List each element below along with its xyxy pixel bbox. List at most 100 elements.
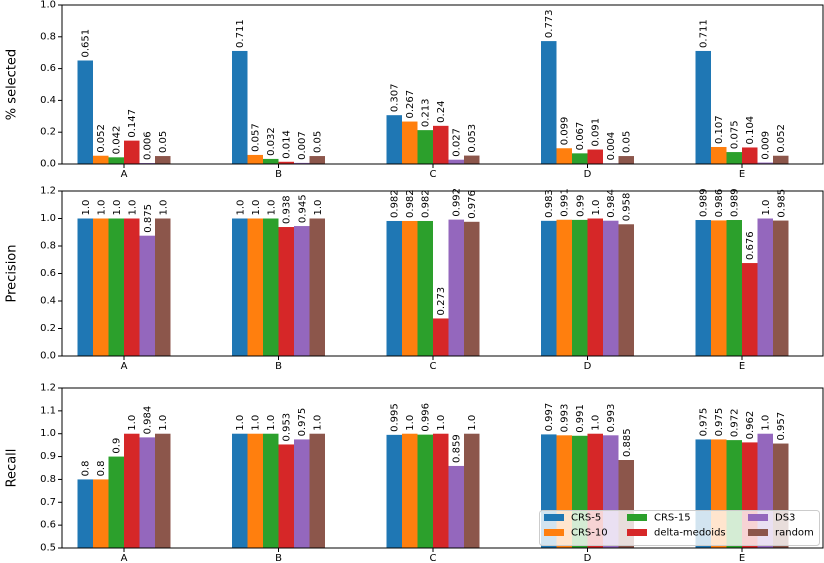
subplot-1: Precision 0.0 0.2 0.4 0.6 0.8 1.0 1.2 1.0 1.0 1.0 1… xyxy=(5,186,824,372)
data-label: 0.032 xyxy=(266,127,277,156)
x-tick-label: A xyxy=(121,169,128,180)
data-label: 0.972 xyxy=(730,408,741,437)
data-label: 0.945 xyxy=(297,194,308,223)
bar-CRS-15-E xyxy=(726,152,742,164)
data-label: 1.0 xyxy=(127,200,138,216)
bar-CRS-5-A xyxy=(77,479,93,548)
x-tick-label: B xyxy=(275,361,282,372)
bar-random-A xyxy=(155,218,171,356)
bar-CRS-10-E xyxy=(711,220,727,356)
data-label: 0.995 xyxy=(390,403,401,432)
bar-delta-medoids-E xyxy=(742,147,758,164)
data-label: 1.0 xyxy=(591,415,602,431)
data-label: 0.989 xyxy=(730,188,741,217)
data-label: 0.9 xyxy=(112,438,123,454)
bar-random-A xyxy=(155,433,171,548)
bar-CRS-15-C xyxy=(417,434,433,548)
data-label: 0.8 xyxy=(81,461,92,477)
x-tick-label: E xyxy=(739,553,745,563)
data-label: 0.984 xyxy=(606,189,617,218)
data-label: 0.982 xyxy=(421,189,432,218)
data-label: 1.0 xyxy=(235,200,246,216)
y-axis-label: Recall xyxy=(5,449,20,488)
bar-CRS-15-D xyxy=(572,219,588,356)
y-tick-label: 0.0 xyxy=(40,159,56,170)
data-label: 0.953 xyxy=(282,413,293,442)
bar-delta-medoids-A xyxy=(124,218,140,356)
data-label: 0.975 xyxy=(699,408,710,437)
data-label: 0.267 xyxy=(405,90,416,119)
x-tick-label: C xyxy=(430,169,437,180)
legend-swatch-DS3 xyxy=(748,514,768,521)
y-tick-label: 0.4 xyxy=(40,95,56,106)
axes-frame xyxy=(61,4,824,165)
data-label: 0.027 xyxy=(452,128,463,157)
data-label: 0.104 xyxy=(745,116,756,145)
y-tick-label: 1.2 xyxy=(40,383,56,394)
bar-delta-medoids-C xyxy=(433,318,449,356)
y-tick-label: 0.6 xyxy=(40,520,56,531)
bar-CRS-10-A xyxy=(93,218,109,356)
data-label: 0.213 xyxy=(421,98,432,127)
bar-CRS-15-D xyxy=(572,153,588,164)
data-label: 0.875 xyxy=(143,204,154,233)
bar-random-C xyxy=(464,221,480,356)
bar-CRS-5-B xyxy=(232,433,248,548)
bar-CRS-5-A xyxy=(77,218,93,356)
x-tick-label: D xyxy=(584,553,592,563)
bar-delta-medoids-C xyxy=(433,433,449,548)
data-label: 0.273 xyxy=(436,287,447,316)
bar-delta-medoids-A xyxy=(124,433,140,548)
bar-CRS-5-C xyxy=(386,115,402,164)
axes-frame xyxy=(61,190,824,357)
bar-CRS-5-B xyxy=(232,218,248,356)
data-label: 0.997 xyxy=(544,403,555,432)
data-label: 0.993 xyxy=(606,404,617,433)
data-label: 0.711 xyxy=(699,19,710,48)
data-label: 1.0 xyxy=(251,415,262,431)
x-tick-label: C xyxy=(430,361,437,372)
bar-delta-medoids-B xyxy=(278,161,294,164)
y-tick-label: 1.0 xyxy=(40,428,56,439)
x-tick-label: E xyxy=(739,169,745,180)
y-tick-label: 0.2 xyxy=(40,323,56,334)
data-label: 0.962 xyxy=(745,411,756,440)
bar-CRS-10-A xyxy=(93,479,109,548)
subplot-0: % selected 0.0 0.2 0.4 0.6 0.8 1.0 0.651 0.052 0.… xyxy=(5,0,824,180)
bar-random-B xyxy=(309,433,325,548)
bar-CRS-15-B xyxy=(263,218,279,356)
bar-CRS-10-B xyxy=(247,218,263,356)
data-label: 0.983 xyxy=(544,189,555,218)
bar-DS3-A xyxy=(139,437,155,548)
data-label: 0.859 xyxy=(452,434,463,463)
bar-DS3-C xyxy=(448,159,464,164)
data-label: 1.0 xyxy=(266,415,277,431)
bar-CRS-15-B xyxy=(263,433,279,548)
data-label: 0.676 xyxy=(745,231,756,260)
bar-CRS-10-B xyxy=(247,433,263,548)
bar-DS3-A xyxy=(139,235,155,356)
bar-CRS-10-D xyxy=(556,219,572,356)
y-tick-label: 0.8 xyxy=(40,241,56,252)
bar-random-D xyxy=(618,156,634,164)
legend-label: CRS-5 xyxy=(571,513,601,524)
data-label: 0.004 xyxy=(606,132,617,161)
x-tick-label: A xyxy=(121,361,128,372)
data-label: 0.052 xyxy=(776,124,787,153)
legend-label: CRS-10 xyxy=(571,528,608,539)
data-label: 0.986 xyxy=(714,189,725,218)
bar-CRS-5-D xyxy=(541,220,557,356)
bar-CRS-5-C xyxy=(386,220,402,356)
data-label: 0.099 xyxy=(560,117,571,146)
bar-CRS-10-C xyxy=(402,220,418,356)
bar-delta-medoids-D xyxy=(587,149,603,164)
bar-random-A xyxy=(155,156,171,164)
bar-DS3-B xyxy=(294,439,310,548)
y-tick-label: 1.1 xyxy=(40,405,56,416)
data-label: 0.042 xyxy=(112,126,123,155)
data-label: 0.991 xyxy=(560,188,571,217)
data-label: 0.982 xyxy=(405,189,416,218)
bar-CRS-10-D xyxy=(556,148,572,164)
y-tick-label: 0.5 xyxy=(40,543,56,554)
